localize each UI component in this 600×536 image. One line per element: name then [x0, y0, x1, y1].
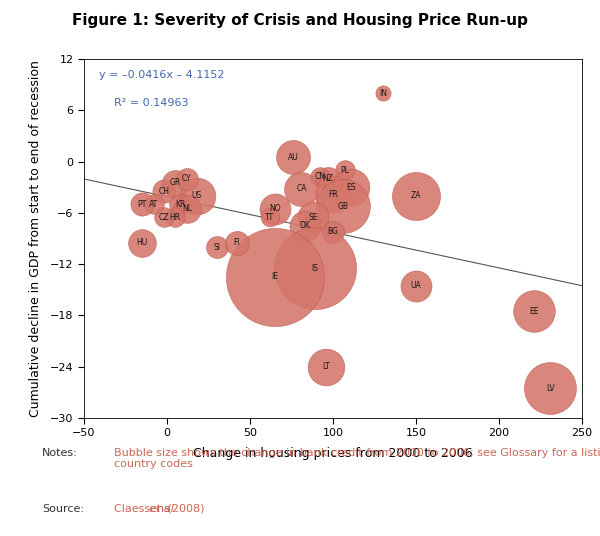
Point: [212, 243, 221, 251]
Text: Source:: Source:: [42, 504, 84, 514]
Point: [322, 362, 331, 371]
Text: HR: HR: [170, 213, 181, 222]
Point: [300, 221, 310, 230]
Point: [346, 183, 356, 191]
Text: HU: HU: [136, 239, 148, 247]
Text: (2008): (2008): [164, 504, 204, 514]
Point: [137, 200, 147, 209]
Text: Bubble size shows the change in bank credit from 2000 to 2006; see Glossary for : Bubble size shows the change in bank cre…: [114, 448, 600, 469]
Point: [159, 187, 169, 196]
Point: [545, 384, 555, 392]
Point: [289, 153, 298, 161]
Point: [192, 191, 202, 200]
Text: LV: LV: [546, 384, 555, 393]
Point: [411, 191, 421, 200]
Text: GR: GR: [170, 178, 181, 188]
Point: [265, 213, 275, 221]
Text: y = –0.0416x – 4.1152: y = –0.0416x – 4.1152: [99, 70, 224, 80]
Text: NZ: NZ: [323, 174, 334, 183]
Point: [270, 273, 280, 281]
Point: [328, 227, 338, 236]
Text: FR: FR: [328, 190, 338, 198]
Text: UA: UA: [410, 281, 421, 290]
Point: [182, 174, 192, 183]
Text: LT: LT: [322, 362, 330, 371]
Text: IN: IN: [379, 88, 387, 98]
Text: Notes:: Notes:: [42, 448, 78, 458]
Point: [328, 190, 338, 198]
Text: AU: AU: [288, 153, 299, 162]
Point: [338, 202, 348, 210]
Point: [340, 166, 349, 174]
Text: BG: BG: [328, 227, 338, 236]
Text: KR: KR: [175, 200, 185, 209]
Text: AT: AT: [149, 200, 158, 209]
Text: US: US: [192, 191, 202, 200]
Point: [315, 173, 325, 181]
Point: [308, 213, 318, 221]
Text: Figure 1: Severity of Crisis and Housing Price Run-up: Figure 1: Severity of Crisis and Housing…: [72, 13, 528, 28]
Text: NL: NL: [182, 204, 192, 213]
Y-axis label: Cumulative decline in GDP from start to end of recession: Cumulative decline in GDP from start to …: [29, 60, 41, 417]
Text: CY: CY: [182, 174, 192, 183]
Point: [411, 281, 421, 290]
Text: PT: PT: [137, 200, 147, 209]
Text: SI: SI: [214, 243, 220, 251]
Text: ZA: ZA: [411, 191, 421, 200]
Text: TT: TT: [265, 213, 274, 222]
Text: EE: EE: [529, 307, 539, 316]
Text: IE: IE: [271, 272, 278, 281]
Text: IS: IS: [311, 264, 318, 273]
Point: [296, 184, 306, 193]
Text: DK: DK: [299, 221, 310, 230]
Text: GB: GB: [337, 202, 349, 211]
Text: Claessens: Claessens: [114, 504, 173, 514]
Point: [170, 178, 180, 187]
Point: [323, 174, 333, 183]
Point: [378, 89, 388, 98]
Point: [232, 239, 242, 247]
Point: [137, 239, 147, 247]
Text: PL: PL: [340, 166, 349, 175]
Text: ES: ES: [347, 183, 356, 192]
Text: CA: CA: [296, 184, 307, 193]
Text: CH: CH: [158, 187, 169, 196]
Text: NO: NO: [269, 204, 281, 213]
Point: [175, 200, 185, 209]
Text: CN: CN: [314, 173, 325, 182]
Text: R² = 0.14963: R² = 0.14963: [114, 99, 188, 108]
Text: CZ: CZ: [158, 213, 169, 222]
Point: [182, 204, 192, 213]
Point: [310, 264, 320, 273]
X-axis label: Change in housing prices from 2000 to 2006: Change in housing prices from 2000 to 20…: [193, 447, 473, 460]
Text: SE: SE: [308, 213, 318, 222]
Point: [270, 204, 280, 213]
Point: [170, 213, 180, 221]
Text: et al: et al: [149, 504, 173, 514]
Point: [159, 213, 169, 221]
Text: FI: FI: [233, 239, 240, 247]
Point: [149, 200, 158, 209]
Point: [529, 307, 539, 316]
